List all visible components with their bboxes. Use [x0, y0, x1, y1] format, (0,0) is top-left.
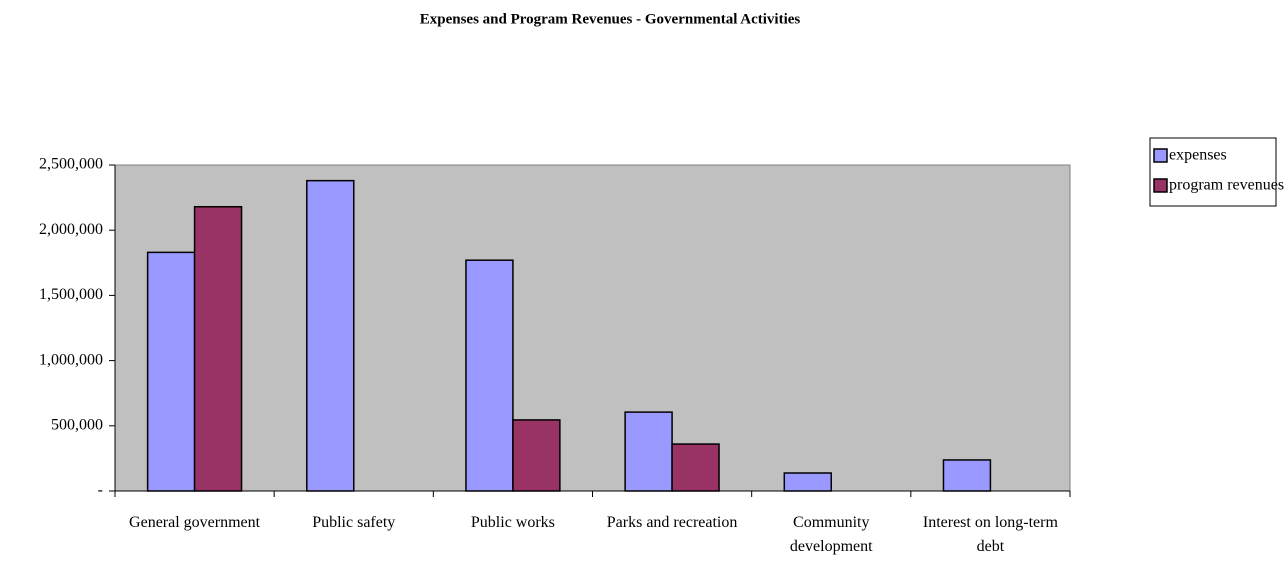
- y-tick-label: 1,000,000: [39, 351, 103, 368]
- legend-label: expenses: [1169, 147, 1227, 164]
- y-tick-label: 2,500,000: [39, 156, 103, 173]
- bar: [942, 459, 992, 492]
- bar: [624, 411, 673, 492]
- plot-area: [114, 164, 1071, 492]
- y-tick-label: -: [98, 482, 103, 499]
- x-tick-label: Interest on long-term debt: [922, 514, 1058, 555]
- legend-swatch: [1153, 178, 1168, 193]
- x-tick-label: Public works: [470, 514, 555, 531]
- bar: [193, 205, 243, 492]
- y-tick-label: 2,000,000: [39, 221, 103, 238]
- x-tick-label: General government: [129, 514, 261, 531]
- legend-swatch: [1153, 148, 1168, 163]
- bar: [783, 472, 833, 492]
- bar: [671, 443, 720, 492]
- bar: [465, 259, 514, 492]
- legend-label: program revenues: [1169, 177, 1284, 194]
- chart-title: Expenses and Program Revenues - Governme…: [420, 11, 801, 27]
- legend-box: [1149, 137, 1277, 207]
- x-tick-label: Community development: [789, 514, 873, 555]
- y-tick-label: 1,500,000: [39, 286, 103, 303]
- x-tick-label: Parks and recreation: [606, 514, 738, 531]
- bar: [512, 419, 561, 492]
- y-tick-label: 500,000: [51, 416, 103, 433]
- x-tick-label: Public safety: [312, 514, 396, 531]
- bar: [306, 179, 355, 492]
- bar: [146, 251, 196, 492]
